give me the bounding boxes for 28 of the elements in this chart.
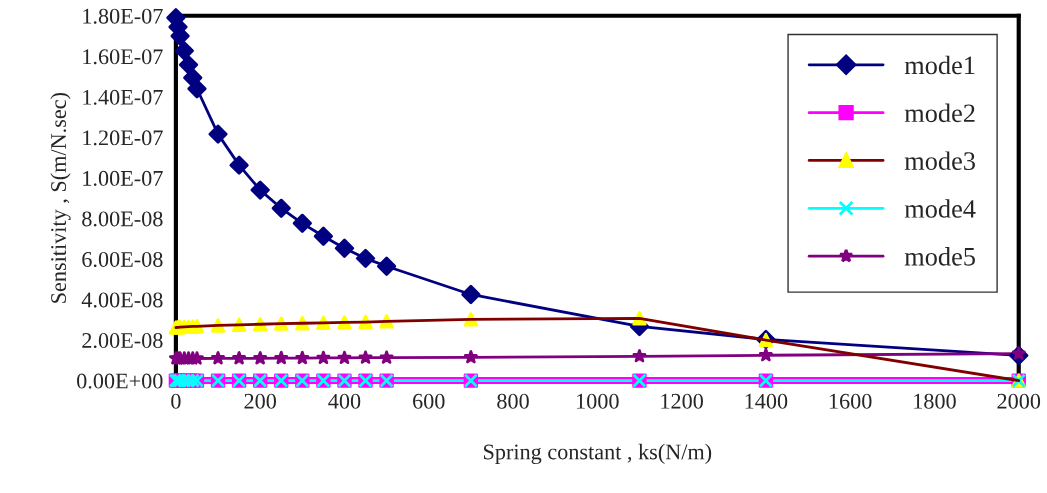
x-tick-label: 400 [328,393,361,409]
y-tick-label: 1.20E-07 [83,130,163,146]
legend-label: mode5 [904,247,975,266]
x-tick-label: 2000 [997,393,1041,409]
x-tick-label: 1000 [577,393,619,409]
y-tick-label: 4.00E-08 [81,292,163,308]
x-tick-label: 1400 [745,393,788,409]
legend-label: mode4 [904,199,976,218]
x-axis-title: Spring constant , ks(N/m) [483,443,712,465]
x-tick-label: 0 [171,393,181,409]
y-tick-label: 1.40E-07 [83,89,163,105]
y-tick-label: 0.00E+00 [77,373,163,389]
y-tick-label: 2.00E-08 [82,332,163,349]
legend-label: mode1 [904,55,975,75]
y-tick-label: 1.80E-07 [83,8,163,24]
x-tick-label: 600 [413,393,445,409]
x-tick-label: 800 [497,393,529,409]
x-tick-label: 1800 [914,393,956,409]
x-tick-label: 200 [244,393,276,409]
x-tick-label: 1600 [829,393,872,409]
x-tick-label: 1200 [661,393,703,409]
y-tick-label: 6.00E-08 [82,251,163,268]
y-tick-label: 1.60E-07 [83,49,163,65]
y-axis-title: Sensitivity , S(m/N.sec) [50,92,71,303]
y-tick-label: 8.00E-08 [82,211,163,227]
legend-label: mode3 [904,151,975,170]
y-tick-label: 1.00E-07 [83,170,163,186]
legend-label: mode2 [904,103,975,123]
